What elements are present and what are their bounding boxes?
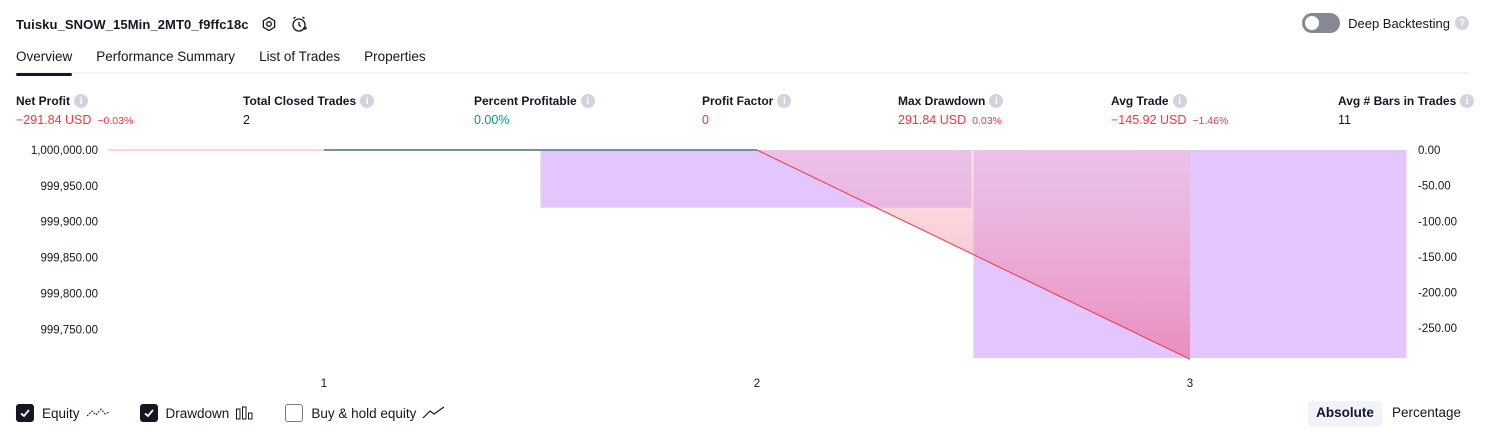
absolute-button[interactable]: Absolute [1308, 401, 1382, 427]
metric-label: Avg # Bars in Trades [1338, 94, 1457, 108]
right-axis-tick: -250.00 [1418, 323, 1457, 335]
equity-checkbox[interactable] [16, 404, 34, 422]
left-axis-tick: 999,800.00 [40, 288, 98, 300]
display-mode: Absolute Percentage [1306, 401, 1469, 427]
percentage-button[interactable]: Percentage [1391, 405, 1461, 420]
x-axis-tick: 2 [754, 378, 760, 390]
left-axis-tick: 999,750.00 [40, 324, 98, 336]
metric-label: Net Profit [16, 94, 70, 108]
metric-avg-bars: Avg # Bars in Trades i 11 [1338, 94, 1475, 127]
metric-value: −145.92 USD [1111, 113, 1187, 127]
metric-value: −291.84 USD [16, 113, 92, 127]
right-axis-tick: -200.00 [1418, 288, 1457, 300]
right-axis-tick: -100.00 [1418, 216, 1457, 228]
tab-list-of-trades[interactable]: List of Trades [259, 49, 341, 64]
help-icon[interactable]: ? [1455, 16, 1469, 30]
equity-line-icon [86, 406, 110, 420]
info-icon[interactable]: i [360, 94, 375, 108]
legend-drawdown[interactable]: Drawdown [139, 404, 256, 422]
metric-profit-factor: Profit Factor i 0 [702, 94, 792, 127]
tab-bar: Overview Performance Summary List of Tra… [16, 46, 1469, 76]
metric-label: Max Drawdown [898, 94, 986, 108]
metric-percent: −0.03% [97, 115, 134, 127]
metric-value: 0 [702, 113, 709, 127]
metric-percent: −1.46% [1192, 115, 1229, 127]
left-axis-tick: 999,900.00 [40, 217, 98, 229]
info-icon[interactable]: i [989, 94, 1004, 108]
legend-buy-hold[interactable]: Buy & hold equity [285, 404, 446, 422]
metric-net-profit: Net Profit i −291.84 USD −0.03% [16, 94, 133, 127]
metric-value: 11 [1338, 113, 1351, 127]
x-axis-tick: 1 [321, 378, 327, 390]
metric-value: 291.84 USD [898, 113, 967, 127]
info-icon[interactable]: i [777, 94, 792, 108]
alert-icon[interactable] [289, 14, 309, 34]
deep-backtesting-toggle[interactable] [1302, 13, 1341, 33]
deep-backtesting-label: Deep Backtesting [1348, 15, 1450, 31]
tab-performance-summary[interactable]: Performance Summary [96, 49, 236, 64]
left-axis-tick: 1,000,000.00 [31, 145, 98, 157]
right-axis-tick: -50.00 [1418, 181, 1451, 193]
legend-equity-label: Equity [42, 405, 80, 421]
metric-label: Profit Factor [702, 94, 774, 108]
metric-percent: 0.03% [972, 115, 1002, 127]
buy-hold-checkbox[interactable] [285, 404, 304, 422]
tab-overview[interactable]: Overview [16, 46, 73, 76]
metric-value: 0.00% [474, 113, 510, 127]
legend-drawdown-label: Drawdown [165, 405, 230, 421]
info-icon[interactable]: i [1460, 94, 1475, 108]
strategy-title: Tuisku_SNOW_15Min_2MT0_f9ffc18c [16, 16, 249, 32]
strategy-header: Tuisku_SNOW_15Min_2MT0_f9ffc18c [16, 12, 309, 36]
info-icon[interactable]: i [1172, 94, 1187, 108]
metric-label: Percent Profitable [474, 94, 577, 108]
metric-max-drawdown: Max Drawdown i 291.84 USD 0.03% [898, 94, 1004, 127]
buy-hold-line-icon [422, 406, 446, 420]
chart-legend: Equity Drawdown Buy & hold equity [16, 404, 476, 422]
left-axis-tick: 999,950.00 [40, 181, 98, 193]
x-axis-tick: 3 [1187, 378, 1193, 390]
left-axis-tick: 999,850.00 [40, 253, 98, 265]
tab-properties[interactable]: Properties [364, 49, 426, 64]
right-axis-tick: 0.00 [1418, 145, 1440, 157]
equity-chart[interactable]: 1,000,000.00 999,950.00 999,900.00 999,850.… [0, 140, 1486, 400]
legend-buy-hold-label: Buy & hold equity [311, 405, 417, 421]
metric-label: Avg Trade [1111, 94, 1169, 108]
info-icon[interactable]: i [74, 94, 88, 108]
deep-backtesting: Deep Backtesting ? [1302, 13, 1469, 33]
metric-label: Total Closed Trades [243, 94, 357, 108]
settings-icon[interactable] [259, 14, 279, 34]
legend-equity[interactable]: Equity [16, 404, 110, 422]
metric-value: 2 [243, 113, 250, 127]
metric-avg-trade: Avg Trade i −145.92 USD −1.46% [1111, 94, 1228, 127]
info-icon[interactable]: i [580, 94, 595, 108]
right-axis-tick: -150.00 [1418, 252, 1457, 264]
drawdown-checkbox[interactable] [139, 404, 158, 422]
metric-total-closed-trades: Total Closed Trades i 2 [243, 94, 375, 127]
drawdown-bars-icon [235, 406, 255, 420]
metric-percent-profitable: Percent Profitable i 0.00% [474, 94, 595, 127]
